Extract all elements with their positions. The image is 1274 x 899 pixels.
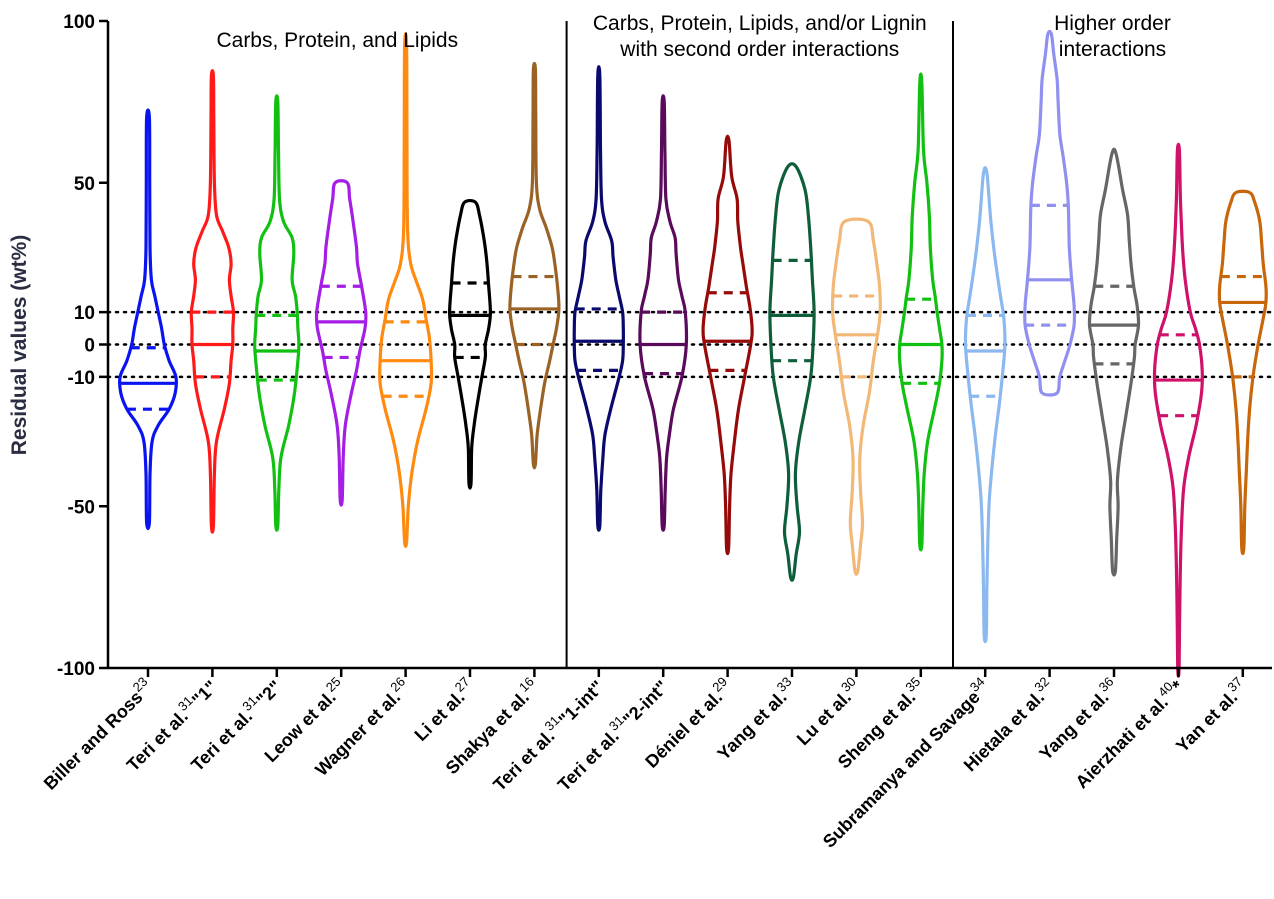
x-tick-label-name: Yang et al. xyxy=(713,687,790,764)
x-tick-label: Teri et al.31"1-int" xyxy=(487,674,608,795)
x-tick-label-name: Teri et al. xyxy=(187,706,256,775)
y-tick-label: 50 xyxy=(74,174,95,195)
violin-outline xyxy=(963,166,1007,644)
violin-1 xyxy=(117,108,179,531)
x-tick-label-name: Yan et al. xyxy=(1172,687,1241,756)
violin-13 xyxy=(897,72,944,552)
violin-outline xyxy=(117,108,179,531)
y-tick-label: -100 xyxy=(57,659,95,680)
x-tick-label: Li et al.27 xyxy=(408,674,479,745)
violin-8 xyxy=(572,65,625,532)
y-tick-label: 10 xyxy=(74,303,95,324)
violin-outline xyxy=(1087,147,1141,577)
violin-outline xyxy=(638,94,689,532)
x-tick-label-suffix: "1-int" xyxy=(555,677,608,730)
violin-outline xyxy=(897,72,944,552)
violin-9 xyxy=(638,94,689,532)
group-title-line: Carbs, Protein, and Lipids xyxy=(216,29,458,52)
group-title-line: Carbs, Protein, Lipids, and/or Lignin xyxy=(593,12,927,35)
violin-2 xyxy=(189,69,236,534)
violin-outline xyxy=(1217,189,1268,556)
violin-4 xyxy=(314,179,368,507)
y-tick-label: -10 xyxy=(68,368,95,389)
group-dividers xyxy=(565,21,954,668)
violin-outline xyxy=(572,65,625,532)
group-title-line: interactions xyxy=(1059,38,1166,61)
violin-outline xyxy=(768,162,816,582)
violin-17 xyxy=(1152,142,1204,678)
violin-15 xyxy=(1023,29,1077,397)
violin-outline xyxy=(508,61,561,470)
x-tick-label-name: Li et al. xyxy=(411,687,469,745)
x-tick-label-name: Teri et al. xyxy=(554,726,623,795)
x-tick-label-name: Biller and Ross xyxy=(40,687,147,794)
x-tick-label: Aierzhati et al.40* xyxy=(1069,674,1187,792)
x-tick-label-name: Lu et al. xyxy=(793,687,855,749)
violin-outline xyxy=(189,69,236,534)
axes xyxy=(106,21,1272,670)
y-tick-label: -50 xyxy=(68,497,95,518)
y-tick-label: 0 xyxy=(84,336,95,357)
violins xyxy=(117,29,1268,678)
violin-6 xyxy=(448,198,492,490)
x-tick-label: Biller and Ross23 xyxy=(37,674,157,794)
y-axis-label: Residual values (wt%) xyxy=(8,235,31,456)
violin-outline xyxy=(314,179,368,507)
violin-outline xyxy=(1152,142,1204,678)
violin-12 xyxy=(830,217,882,576)
violin-5 xyxy=(378,32,434,548)
violin-outline xyxy=(378,32,434,548)
y-tick-label: 100 xyxy=(63,12,95,33)
x-tick-label-name: Teri et al. xyxy=(489,726,558,795)
violin-14 xyxy=(963,166,1007,644)
violin-7 xyxy=(508,61,561,470)
violin-outline xyxy=(448,198,492,490)
violin-outline xyxy=(253,94,301,532)
violin-outline xyxy=(830,217,882,576)
group-title-line: with second order interactions xyxy=(619,38,899,61)
group-titles: Carbs, Protein, and Lipids Carbs, Protein… xyxy=(216,12,1170,61)
violin-3 xyxy=(253,94,301,532)
violin-10 xyxy=(701,134,754,556)
violin-11 xyxy=(768,162,816,582)
violin-outline xyxy=(1023,29,1077,397)
x-tick-label-name: Teri et al. xyxy=(123,706,192,775)
violin-16 xyxy=(1087,147,1141,577)
x-tick-label-suffix: "2-int" xyxy=(619,677,672,730)
reference-lines xyxy=(106,310,1274,379)
violin-18 xyxy=(1217,189,1268,556)
violin-outline xyxy=(701,134,754,556)
group-title-line: Higher order xyxy=(1054,12,1171,35)
x-tick-label: Teri et al.31"2-int" xyxy=(551,674,672,795)
